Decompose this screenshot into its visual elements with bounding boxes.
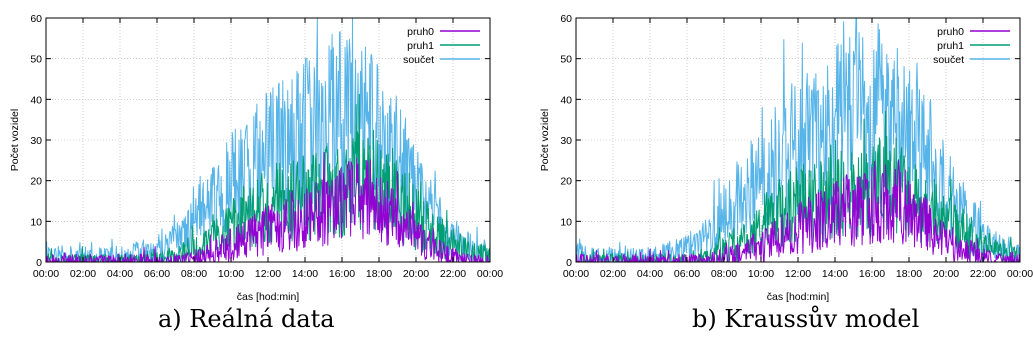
x-tick-label: 02:00 bbox=[70, 268, 96, 280]
x-axis: 00:00 02:00 04:00 06:00 08:00 10:00 12:00 14:00… bbox=[33, 18, 503, 280]
x-tick-label: 08:00 bbox=[711, 268, 737, 280]
legend-label-pruh0: pruh0 bbox=[937, 26, 964, 38]
legend: pruh0 pruh1 součet bbox=[933, 26, 1010, 66]
y-tick-label: 0 bbox=[36, 257, 42, 269]
x-tick-label: 06:00 bbox=[144, 268, 170, 280]
y-tick-label: 50 bbox=[560, 54, 572, 66]
x-tick-label: 04:00 bbox=[107, 268, 133, 280]
y-tick-label: 60 bbox=[30, 13, 42, 25]
x-tick-label: 06:00 bbox=[674, 268, 700, 280]
x-tick-label: 20:00 bbox=[933, 268, 959, 280]
y-tick-label: 30 bbox=[30, 135, 42, 147]
y-tick-label: 0 bbox=[566, 257, 572, 269]
y-tick-label: 40 bbox=[30, 94, 42, 106]
chart-caption: b) Kraussův model bbox=[692, 305, 920, 333]
line-chart-real-data: 0 10 20 30 40 50 60 00:00 02:00 04:00 06:00 08:00 10… bbox=[9, 13, 503, 303]
x-tick-label: 14:00 bbox=[292, 268, 318, 280]
x-tick-label: 20:00 bbox=[403, 268, 429, 280]
x-tick-label: 10:00 bbox=[748, 268, 774, 280]
x-tick-label: 04:00 bbox=[637, 268, 663, 280]
legend-label-pruh1: pruh1 bbox=[407, 40, 434, 52]
x-tick-label: 18:00 bbox=[366, 268, 392, 280]
x-tick-label: 00:00 bbox=[563, 268, 589, 280]
chart-panel-krauss-model: 0 10 20 30 40 50 60 00:00 02:00 04:00 06:00 08:00 10… bbox=[530, 0, 1033, 345]
x-tick-label: 18:00 bbox=[896, 268, 922, 280]
legend-label-pruh1: pruh1 bbox=[937, 40, 964, 52]
x-tick-label: 10:00 bbox=[218, 268, 244, 280]
y-tick-label: 20 bbox=[30, 176, 42, 188]
y-axis: 0 10 20 30 40 50 60 bbox=[560, 13, 1020, 269]
x-tick-label: 02:00 bbox=[600, 268, 626, 280]
chart-panel-real-data: 0 10 20 30 40 50 60 00:00 02:00 04:00 06:00 08:00 10… bbox=[0, 0, 516, 345]
y-tick-label: 20 bbox=[560, 176, 572, 188]
y-tick-label: 10 bbox=[560, 216, 572, 228]
x-tick-label: 12:00 bbox=[255, 268, 281, 280]
y-axis: 0 10 20 30 40 50 60 bbox=[30, 13, 490, 269]
legend-label-součet: součet bbox=[403, 54, 434, 66]
y-axis-label: Počet vozidel bbox=[9, 109, 21, 171]
x-tick-label: 22:00 bbox=[970, 268, 996, 280]
x-tick-label: 16:00 bbox=[859, 268, 885, 280]
legend: pruh0 pruh1 součet bbox=[403, 26, 480, 66]
x-tick-label: 00:00 bbox=[33, 268, 59, 280]
y-tick-label: 50 bbox=[30, 54, 42, 66]
y-axis-label: Počet vozidel bbox=[539, 109, 551, 171]
x-tick-label: 00:00 bbox=[477, 268, 503, 280]
x-tick-label: 08:00 bbox=[181, 268, 207, 280]
line-chart-krauss-model: 0 10 20 30 40 50 60 00:00 02:00 04:00 06:00 08:00 10… bbox=[539, 13, 1033, 303]
y-tick-label: 60 bbox=[560, 13, 572, 25]
y-tick-label: 10 bbox=[30, 216, 42, 228]
y-tick-label: 40 bbox=[560, 94, 572, 106]
chart-caption: a) Reálná data bbox=[158, 305, 335, 333]
x-tick-label: 22:00 bbox=[440, 268, 466, 280]
series-line-pruh0 bbox=[575, 159, 1021, 263]
x-axis: 00:00 02:00 04:00 06:00 08:00 10:00 12:00 14:00… bbox=[563, 18, 1033, 280]
x-axis-label: čas [hod:min] bbox=[237, 291, 300, 303]
y-tick-label: 30 bbox=[560, 135, 572, 147]
legend-label-součet: součet bbox=[933, 54, 964, 66]
x-axis-label: čas [hod:min] bbox=[767, 291, 830, 303]
x-tick-label: 16:00 bbox=[329, 268, 355, 280]
x-tick-label: 14:00 bbox=[822, 268, 848, 280]
x-tick-label: 00:00 bbox=[1007, 268, 1033, 280]
x-tick-label: 12:00 bbox=[785, 268, 811, 280]
legend-label-pruh0: pruh0 bbox=[407, 26, 434, 38]
